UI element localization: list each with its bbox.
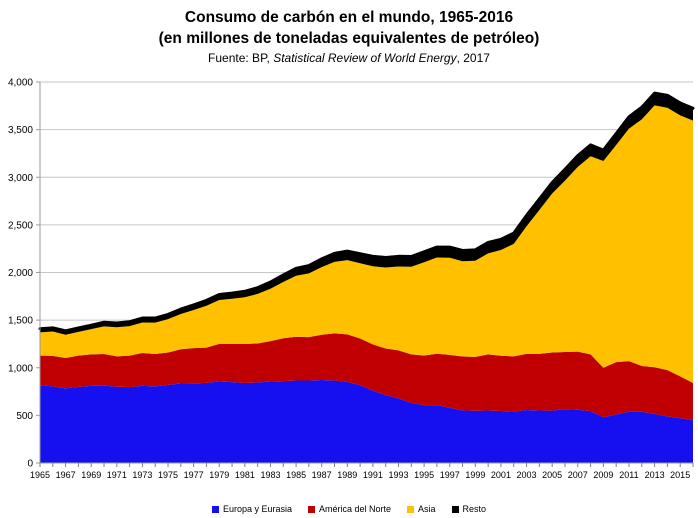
x-tick-label: 1987 <box>312 470 332 480</box>
total-line <box>38 91 695 333</box>
legend-label: Europa y Eurasia <box>222 504 292 514</box>
x-tick-label: 2007 <box>568 470 588 480</box>
legend-swatch-europa-y-eurasia <box>211 505 219 513</box>
x-tick-label: 1985 <box>286 470 306 480</box>
legend-swatch-america-del-norte <box>307 505 315 513</box>
y-tick-label: 500 <box>16 411 33 422</box>
x-tick-label: 1991 <box>363 470 383 480</box>
legend-label: Asia <box>418 504 436 514</box>
y-tick-label: 1,000 <box>8 363 33 374</box>
x-tick-label: 1999 <box>465 470 485 480</box>
chart-subtitle: (en millones de toneladas equivalentes d… <box>158 30 540 47</box>
chart-title: Consumo de carbón en el mundo, 1965-2016 <box>184 9 514 26</box>
legend-swatch-resto <box>451 505 459 513</box>
source-suffix: , 2017 <box>456 51 490 65</box>
legend-item-europa-y-eurasia: Europa y Eurasia <box>211 504 292 514</box>
x-tick-label: 2001 <box>491 470 511 480</box>
chart-header: Consumo de carbón en el mundo, 1965-2016… <box>0 7 698 67</box>
source-publication: Statistical Review of World Energy <box>273 51 457 65</box>
x-tick-label: 1979 <box>209 470 229 480</box>
chart-source: Fuente: BP, Statistical Review of World … <box>0 50 698 67</box>
x-tick-label: 2013 <box>645 470 665 480</box>
y-tick-label: 0 <box>27 459 33 470</box>
x-tick-label: 1967 <box>56 470 76 480</box>
y-tick-label: 3,000 <box>8 173 33 184</box>
x-axis-labels: 1965 1967 1969 1971 1973 1975 1977 1979 1981 1983… <box>30 463 694 480</box>
x-tick-label: 1969 <box>81 470 101 480</box>
x-tick-label: 1973 <box>132 470 152 480</box>
legend-label: América del Norte <box>318 504 392 514</box>
x-tick-label: 1997 <box>440 470 460 480</box>
area-europa-y-eurasia <box>40 379 693 463</box>
y-tick-label: 2,500 <box>8 220 33 231</box>
x-tick-label: 2003 <box>517 470 537 480</box>
x-tick-label: 1977 <box>184 470 204 480</box>
legend-item-asia: Asia <box>407 504 436 514</box>
x-tick-label: 1971 <box>107 470 127 480</box>
x-tick-label: 1983 <box>260 470 280 480</box>
x-tick-label: 2011 <box>619 470 638 480</box>
legend-swatch-asia <box>407 505 415 513</box>
y-tick-label: 1,500 <box>8 316 33 327</box>
legend-item-resto: Resto <box>451 504 487 514</box>
chart-legend: Europa y Eurasia América del Norte Asia Res… <box>0 504 698 514</box>
y-tick-label: 4,000 <box>8 78 33 89</box>
area-asia <box>40 105 693 383</box>
y-axis-labels: 0 500 1,000 1,500 2,000 2,500 3,000 3,500 4,000 <box>8 78 40 470</box>
x-tick-label: 1993 <box>388 470 408 480</box>
x-tick-label: 2015 <box>670 470 690 480</box>
x-tick-label: 2009 <box>593 470 613 480</box>
area-america-del-norte <box>40 333 693 421</box>
x-tick-label: 1965 <box>30 470 50 480</box>
y-tick-label: 2,000 <box>8 268 33 279</box>
stacked-areas <box>40 93 693 463</box>
y-tick-label: 3,500 <box>8 125 33 136</box>
x-tick-label: 1995 <box>414 470 434 480</box>
x-tick-label: 2005 <box>542 470 562 480</box>
x-tick-label: 1989 <box>337 470 357 480</box>
x-tick-label: 1981 <box>235 470 255 480</box>
legend-item-america-del-norte: América del Norte <box>307 504 392 514</box>
source-prefix: Fuente: BP, <box>208 51 274 65</box>
x-tick-label: 1975 <box>158 470 178 480</box>
legend-label: Resto <box>462 504 487 514</box>
